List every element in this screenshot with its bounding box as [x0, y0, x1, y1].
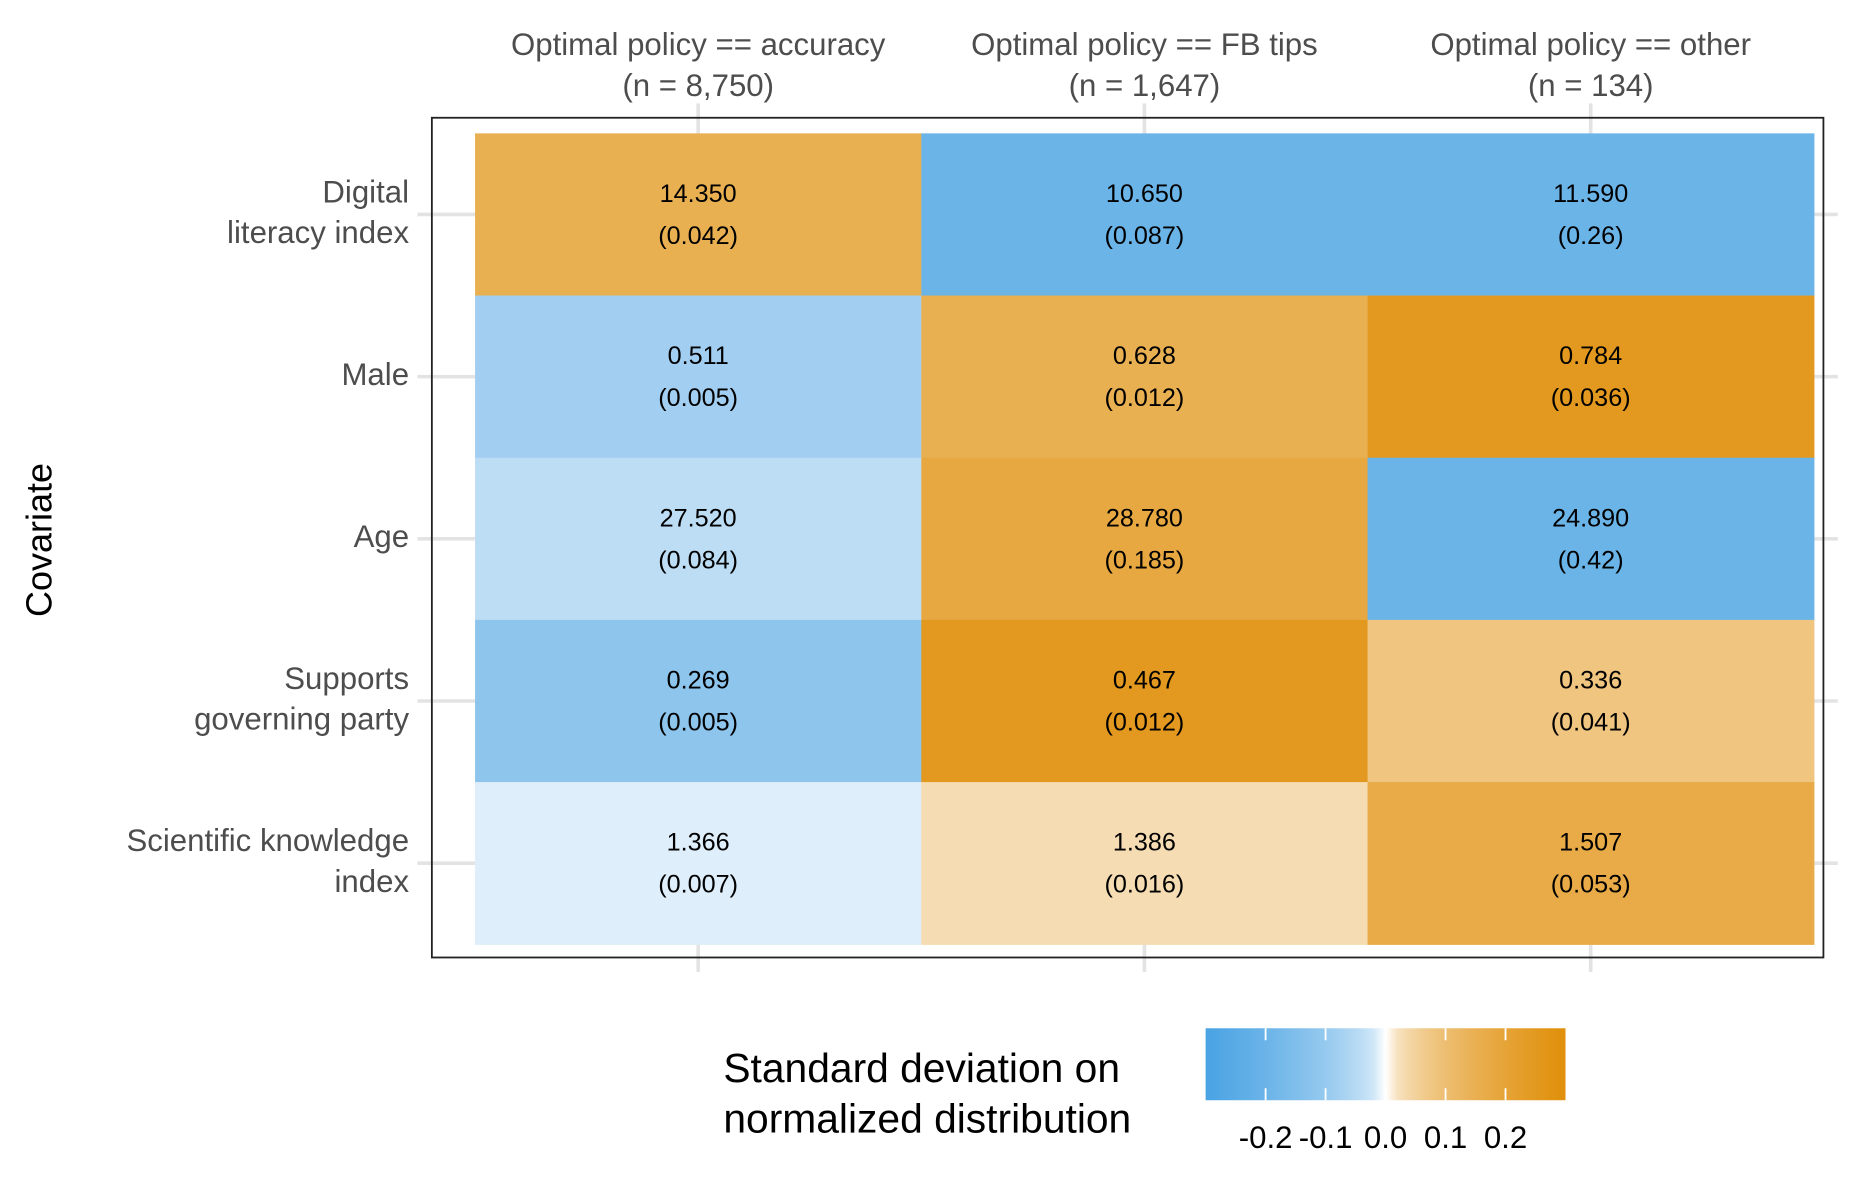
- legend-title: Standard deviation on: [723, 1045, 1120, 1091]
- x-tick-label: (n = 134): [1528, 68, 1654, 103]
- heatmap-cell: [1367, 782, 1815, 945]
- heatmap-cell: [1367, 457, 1815, 621]
- cell-se-label: (0.26): [1558, 222, 1624, 250]
- cell-mean-label: 0.467: [1113, 666, 1176, 694]
- y-tick-label: governing party: [194, 702, 409, 737]
- heatmap-cell: [475, 295, 922, 459]
- cell-se-label: (0.007): [658, 871, 738, 899]
- y-tick-label: Scientific knowledge: [126, 823, 409, 858]
- y-tick-label: Male: [341, 357, 409, 392]
- cell-se-label: (0.42): [1558, 546, 1624, 574]
- legend-title: normalized distribution: [723, 1096, 1131, 1142]
- cell-se-label: (0.005): [658, 708, 738, 736]
- cell-se-label: (0.016): [1105, 871, 1185, 899]
- cell-se-label: (0.012): [1105, 708, 1185, 736]
- cell-mean-label: 27.520: [660, 504, 737, 532]
- heatmap-cell: [475, 619, 922, 783]
- y-axis-title: Covariate: [18, 463, 59, 617]
- cell-mean-label: 1.507: [1559, 829, 1622, 857]
- cell-mean-label: 0.511: [668, 342, 729, 370]
- colorbar-tick-label: -0.1: [1299, 1120, 1353, 1155]
- x-tick-label: (n = 8,750): [622, 68, 774, 103]
- cell-se-label: (0.084): [658, 546, 738, 574]
- y-tick-label: index: [335, 864, 410, 899]
- panel-border: [430, 116, 1825, 959]
- heatmap-cell: [475, 457, 922, 621]
- cell-se-label: (0.053): [1551, 871, 1631, 899]
- cell-se-label: (0.087): [1105, 222, 1185, 250]
- y-tick-label: Supports: [284, 661, 409, 696]
- heatmap-cell: [475, 782, 922, 945]
- heatmap-cell: [921, 782, 1369, 945]
- heatmap-cell: [1367, 133, 1815, 297]
- cell-mean-label: 14.350: [660, 180, 737, 208]
- colorbar-tick-label: 0.0: [1364, 1120, 1407, 1155]
- cell-se-label: (0.185): [1105, 546, 1185, 574]
- heatmap-cell: [921, 457, 1369, 621]
- cell-mean-label: 0.336: [1559, 666, 1622, 694]
- colorbar-tick-label: 0.1: [1424, 1120, 1467, 1155]
- cell-mean-label: 24.890: [1552, 504, 1629, 532]
- heatmap-cell: [475, 133, 922, 297]
- x-tick-label: Optimal policy == accuracy: [511, 27, 886, 62]
- heatmap-cell: [921, 133, 1369, 297]
- colorbar-tick-label: -0.2: [1239, 1120, 1293, 1155]
- heatmap-cell: [1367, 619, 1815, 783]
- x-tick-label: Optimal policy == other: [1430, 27, 1751, 62]
- x-tick-label: (n = 1,647): [1069, 68, 1221, 103]
- cell-mean-label: 11.590: [1553, 180, 1628, 208]
- cell-mean-label: 0.784: [1559, 342, 1622, 370]
- cell-se-label: (0.005): [658, 384, 738, 412]
- cell-se-label: (0.042): [658, 222, 738, 250]
- cell-mean-label: 10.650: [1106, 180, 1183, 208]
- y-tick-label: Age: [354, 519, 410, 554]
- cell-mean-label: 28.780: [1106, 504, 1183, 532]
- heatmap-cell: [921, 295, 1369, 459]
- y-tick-label: Digital: [322, 174, 409, 209]
- cell-se-label: (0.041): [1551, 708, 1631, 736]
- heatmap-cell: [921, 619, 1369, 783]
- cell-se-label: (0.012): [1105, 384, 1185, 412]
- y-tick-label: literacy index: [227, 215, 409, 250]
- cell-mean-label: 1.386: [1113, 829, 1176, 857]
- cell-mean-label: 1.366: [667, 829, 730, 857]
- cell-mean-label: 0.269: [667, 666, 730, 694]
- heatmap-cell: [1367, 295, 1815, 459]
- x-tick-label: Optimal policy == FB tips: [971, 27, 1318, 62]
- cell-se-label: (0.036): [1551, 384, 1631, 412]
- cell-mean-label: 0.628: [1113, 342, 1176, 370]
- colorbar-tick-label: 0.2: [1484, 1120, 1527, 1155]
